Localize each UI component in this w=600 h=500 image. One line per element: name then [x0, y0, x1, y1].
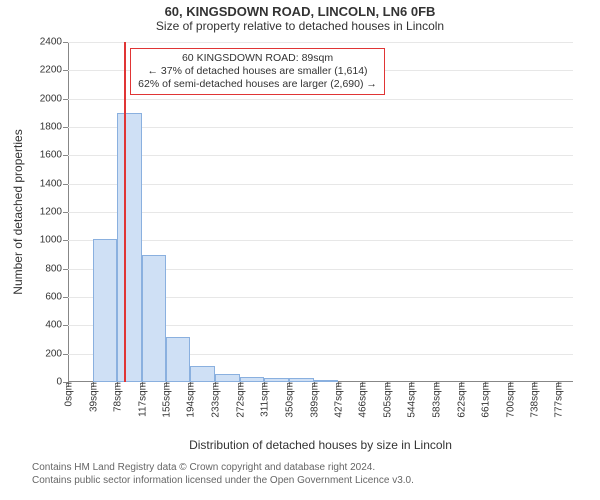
y-tick-label: 400: [45, 320, 68, 331]
x-tick-label: 622sqm: [454, 382, 467, 418]
x-tick-label: 39sqm: [86, 382, 99, 412]
x-tick-label: 78sqm: [111, 382, 124, 412]
gridline: [68, 212, 573, 213]
gridline: [68, 127, 573, 128]
y-tick-label: 200: [45, 348, 68, 359]
y-tick-label: 800: [45, 263, 68, 274]
x-tick-label: 583sqm: [430, 382, 443, 418]
y-tick-label: 1800: [40, 122, 68, 133]
page-title: 60, KINGSDOWN ROAD, LINCOLN, LN6 0FB: [0, 0, 600, 19]
histogram-bar: [166, 337, 191, 382]
gridline: [68, 184, 573, 185]
x-tick-label: 466sqm: [356, 382, 369, 418]
x-tick-label: 544sqm: [405, 382, 418, 418]
histogram-bar: [117, 113, 142, 382]
gridline: [68, 42, 573, 43]
footer-line-2: Contains public sector information licen…: [32, 475, 414, 488]
x-axis-title: Distribution of detached houses by size …: [68, 438, 573, 452]
y-tick-label: 1000: [40, 235, 68, 246]
x-tick-label: 661sqm: [479, 382, 492, 418]
x-tick-label: 0sqm: [62, 382, 75, 406]
histogram-bar: [93, 239, 118, 382]
y-tick-label: 2400: [40, 37, 68, 48]
y-tick-label: 2200: [40, 65, 68, 76]
histogram-bar: [215, 374, 240, 382]
x-tick-label: 155sqm: [159, 382, 172, 418]
y-tick-label: 1200: [40, 207, 68, 218]
x-tick-label: 350sqm: [282, 382, 295, 418]
gridline: [68, 99, 573, 100]
x-tick-label: 233sqm: [209, 382, 222, 418]
gridline: [68, 155, 573, 156]
y-tick-label: 1400: [40, 178, 68, 189]
annotation-box: 60 KINGSDOWN ROAD: 89sqm← 37% of detache…: [130, 48, 385, 95]
histogram-plot: 0200400600800100012001400160018002000220…: [68, 42, 573, 382]
x-tick-label: 738sqm: [527, 382, 540, 418]
x-tick-label: 700sqm: [503, 382, 516, 418]
x-tick-label: 194sqm: [184, 382, 197, 418]
x-tick-label: 272sqm: [233, 382, 246, 418]
attribution-footer: Contains HM Land Registry data © Crown c…: [32, 462, 414, 487]
page-subtitle: Size of property relative to detached ho…: [0, 19, 600, 35]
y-axis-title: Number of detached properties: [11, 129, 25, 294]
gridline: [68, 240, 573, 241]
histogram-bar: [142, 255, 166, 383]
x-tick-label: 117sqm: [135, 382, 148, 417]
histogram-bar: [190, 366, 215, 382]
x-tick-label: 311sqm: [258, 382, 271, 417]
annotation-line: 60 KINGSDOWN ROAD: 89sqm: [138, 52, 377, 65]
annotation-line: 62% of semi-detached houses are larger (…: [138, 78, 377, 91]
y-tick-label: 1600: [40, 150, 68, 161]
footer-line-1: Contains HM Land Registry data © Crown c…: [32, 462, 414, 475]
x-tick-label: 505sqm: [380, 382, 393, 418]
y-tick-label: 600: [45, 292, 68, 303]
x-tick-label: 427sqm: [331, 382, 344, 418]
annotation-line: ← 37% of detached houses are smaller (1,…: [138, 65, 377, 78]
x-tick-label: 389sqm: [307, 382, 320, 418]
x-tick-label: 777sqm: [552, 382, 565, 418]
property-indicator-line: [124, 42, 126, 382]
y-tick-label: 2000: [40, 93, 68, 104]
